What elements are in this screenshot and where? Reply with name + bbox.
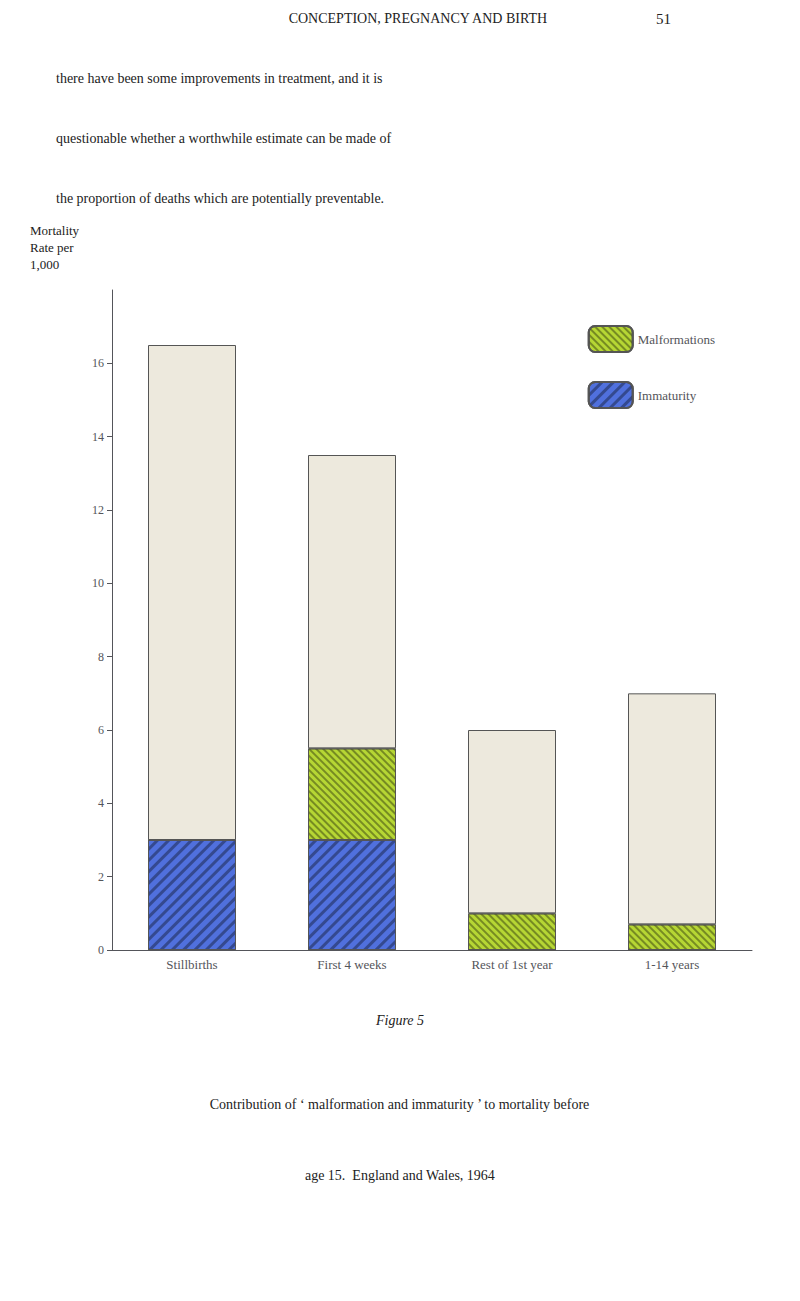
svg-text:1-14 years: 1-14 years: [645, 957, 700, 972]
svg-text:Contribution of ‘ malformation: Contribution of ‘ malformation and immat…: [210, 1097, 590, 1112]
svg-text:10: 10: [92, 576, 104, 590]
svg-text:there have been some improveme: there have been some improvements in tre…: [56, 71, 383, 86]
svg-text:16: 16: [92, 356, 104, 370]
svg-text:14: 14: [92, 430, 104, 444]
svg-text:Figure 5: Figure 5: [375, 1013, 424, 1028]
svg-text:12: 12: [92, 503, 104, 517]
svg-text:51: 51: [656, 11, 671, 27]
svg-text:Rate per: Rate per: [30, 240, 74, 255]
svg-text:CONCEPTION, PREGNANCY AND BIRT: CONCEPTION, PREGNANCY AND BIRTH: [289, 11, 547, 26]
svg-text:the proportion of deaths which: the proportion of deaths which are poten…: [56, 191, 384, 206]
svg-text:8: 8: [98, 650, 104, 664]
svg-text:2: 2: [98, 870, 104, 884]
svg-text:First 4 weeks: First 4 weeks: [317, 957, 386, 972]
svg-text:0: 0: [98, 943, 104, 957]
svg-text:Stillbirths: Stillbirths: [166, 957, 217, 972]
svg-text:6: 6: [98, 723, 104, 737]
svg-text:Mortality: Mortality: [30, 223, 80, 238]
svg-text:1,000: 1,000: [30, 257, 59, 272]
svg-text:4: 4: [98, 796, 104, 810]
svg-text:questionable whether a worthwh: questionable whether a worthwhile estima…: [56, 131, 391, 146]
svg-text:age 15. England and Wales, 19: age 15. England and Wales, 1964: [305, 1168, 495, 1183]
svg-text:Rest of 1st year: Rest of 1st year: [471, 957, 553, 972]
svg-text:Immaturity: Immaturity: [638, 388, 697, 403]
svg-text:Malformations: Malformations: [638, 332, 715, 347]
